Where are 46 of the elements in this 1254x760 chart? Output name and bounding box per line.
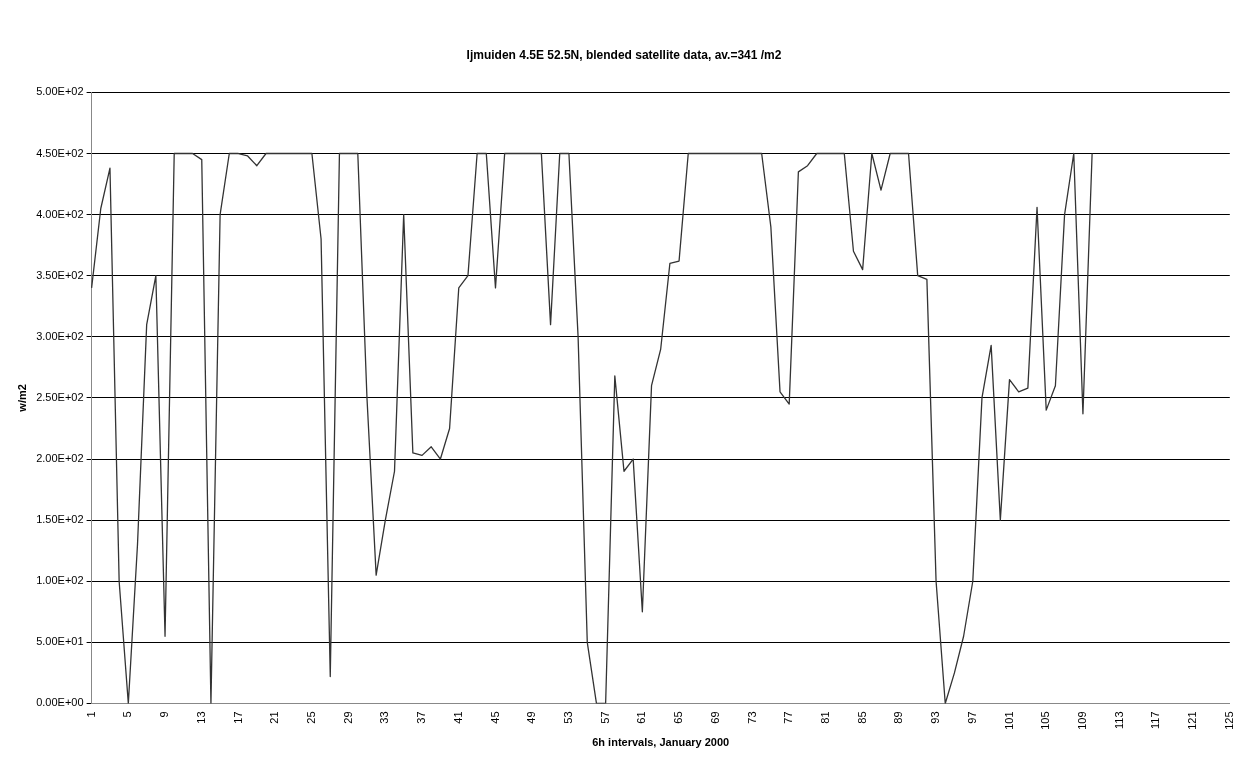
x-tick-label: 49 (525, 711, 538, 724)
x-tick-label: 25 (304, 711, 317, 724)
x-tick-label: 77 (782, 711, 795, 724)
x-tick-label: 41 (451, 711, 464, 724)
x-tick-label: 113 (1112, 711, 1125, 729)
x-tick-label: 97 (965, 711, 978, 724)
x-tick-label: 101 (1002, 711, 1015, 730)
x-tick-label: 29 (341, 711, 354, 724)
y-tick-label: 3.50E+02 (36, 268, 84, 281)
y-tick-label: 5.00E+02 (36, 85, 84, 98)
x-tick-label: 93 (929, 711, 942, 724)
x-tick-label: 9 (158, 711, 171, 718)
x-tick-label: 57 (598, 711, 611, 724)
x-tick-label: 109 (1075, 711, 1088, 730)
x-tick-label: 65 (672, 711, 685, 724)
x-tick-label: 121 (1186, 711, 1199, 730)
x-tick-label: 125 (1222, 711, 1235, 730)
y-axis-title: w/m2 (15, 384, 28, 413)
y-tick-label: 4.50E+02 (36, 146, 84, 159)
x-tick-label: 33 (378, 711, 391, 724)
y-tick-label: 3.00E+02 (36, 329, 84, 342)
x-tick-label: 89 (892, 711, 905, 724)
y-tick-label: 2.50E+02 (36, 390, 84, 403)
y-tick-label: 1.50E+02 (36, 513, 84, 526)
x-tick-label: 1 (84, 711, 97, 718)
chart-title: Ijmuiden 4.5E 52.5N, blended satellite data, av.=341 /m2 (466, 47, 782, 62)
x-tick-label: 37 (415, 711, 428, 724)
y-tick-label: 2.00E+02 (36, 452, 84, 465)
x-tick-label: 53 (561, 711, 574, 724)
x-tick-label: 73 (745, 711, 758, 724)
x-tick-label: 85 (855, 711, 868, 724)
x-tick-label: 61 (635, 711, 648, 724)
y-tick-label: 0.00E+00 (36, 696, 84, 709)
x-tick-label: 105 (1039, 711, 1052, 730)
y-tick-label: 4.00E+02 (36, 207, 84, 220)
x-tick-label: 81 (818, 711, 831, 724)
y-tick-label: 1.00E+02 (36, 574, 84, 587)
x-tick-label: 17 (231, 711, 244, 724)
x-tick-label: 45 (488, 711, 501, 724)
x-tick-label: 21 (268, 711, 281, 724)
x-tick-label: 13 (194, 711, 207, 724)
x-axis-title: 6h intervals, January 2000 (592, 736, 730, 749)
x-tick-label: 69 (708, 711, 721, 724)
y-tick-label: 5.00E+01 (36, 635, 84, 648)
x-tick-label: 117 (1149, 711, 1162, 729)
x-tick-label: 5 (121, 711, 134, 718)
